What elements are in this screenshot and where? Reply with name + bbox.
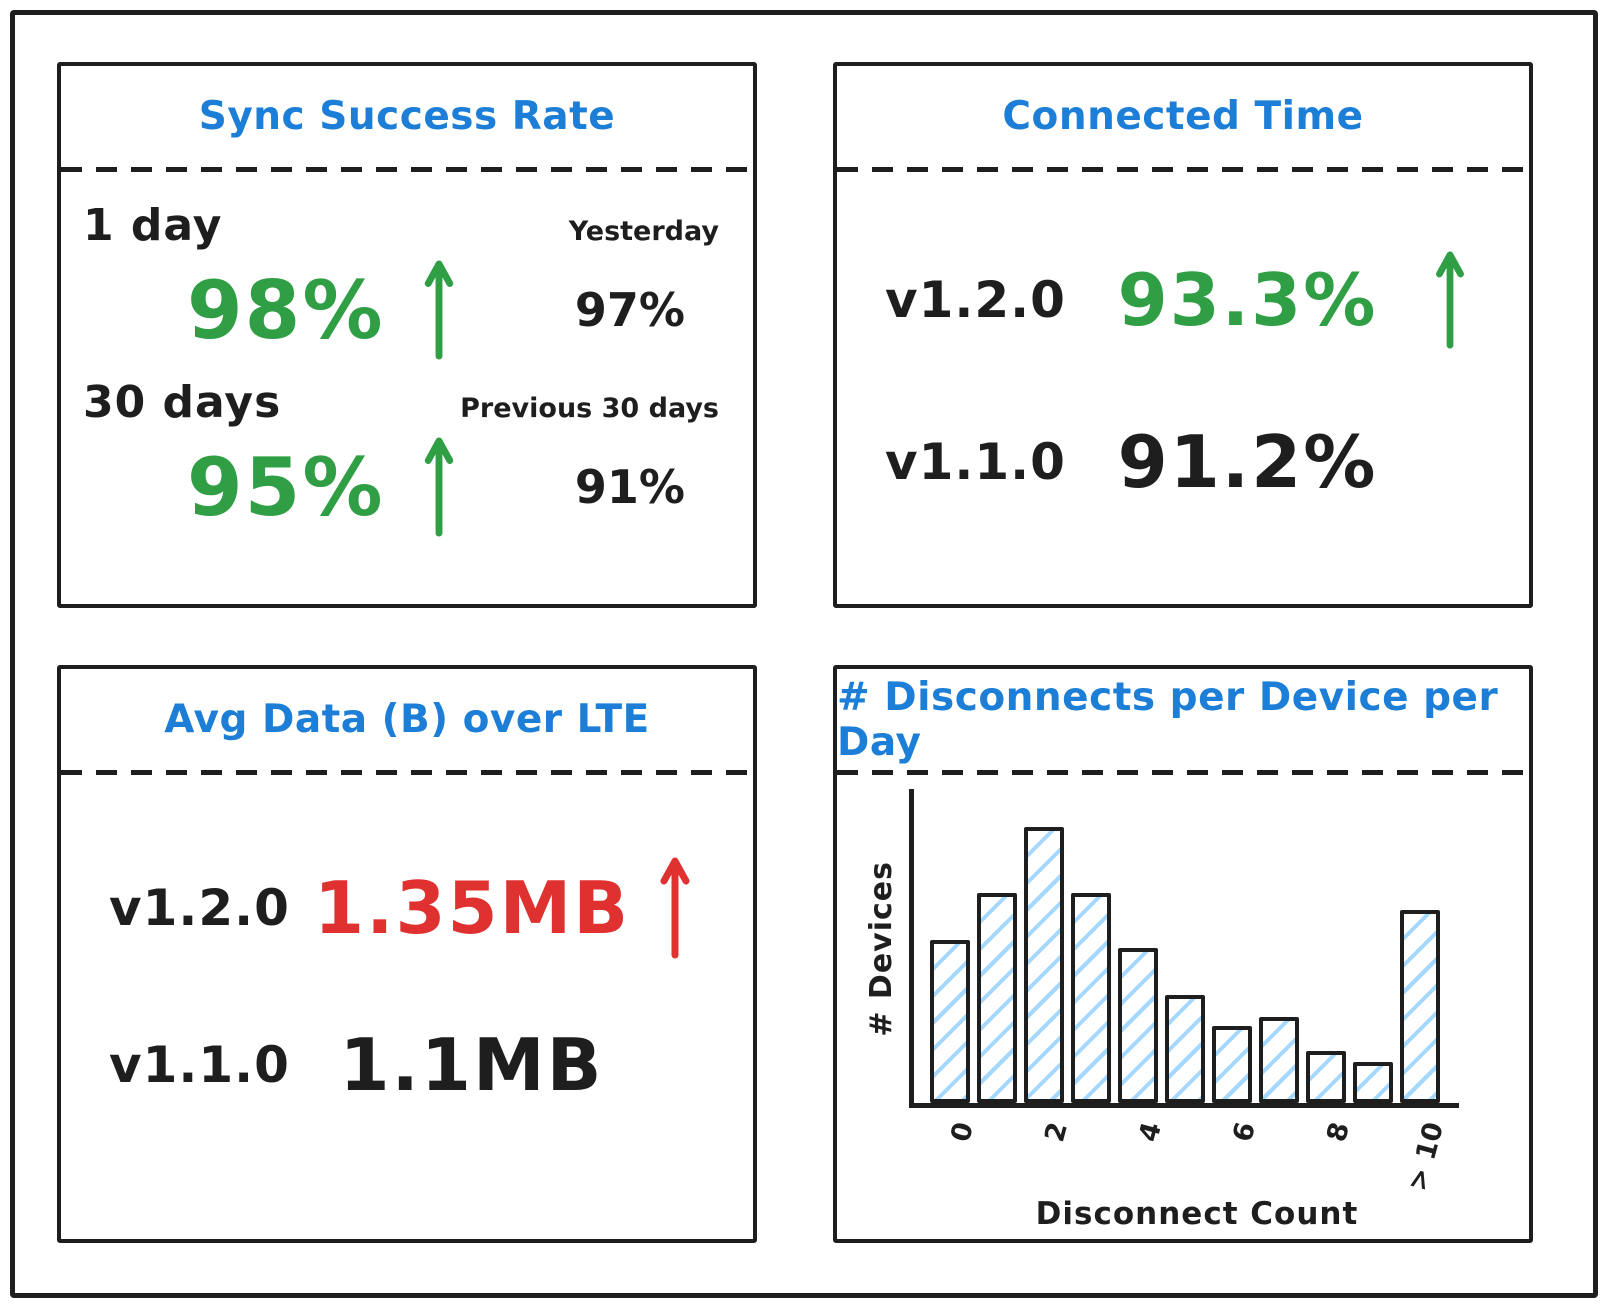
panel-title-disconnects: # Disconnects per Device per Day — [837, 674, 1499, 765]
version-label: v1.1.0 — [885, 433, 1066, 491]
divider — [61, 167, 753, 172]
version-label: v1.1.0 — [109, 1036, 290, 1094]
bar-1 — [977, 893, 1017, 1103]
bar-0 — [930, 940, 970, 1103]
divider — [61, 770, 753, 775]
bar-slot — [1071, 893, 1111, 1103]
x-tick-label: 2 — [1039, 1119, 1074, 1146]
compare-value: 91% — [574, 460, 685, 514]
version-row-v1-1-0: v1.1.0 1.1MB — [109, 1009, 719, 1121]
metric-value: 93.3% — [1117, 258, 1378, 342]
metric-1-day: 1 day Yesterday 98% 97% — [83, 200, 727, 369]
version-label: v1.2.0 — [109, 879, 290, 937]
panel-sync-success-rate: Sync Success Rate 1 day Yesterday 98% 97… — [57, 62, 757, 608]
bar->10 — [1400, 910, 1440, 1103]
panel-title-connected-time: Connected Time — [1002, 94, 1364, 139]
version-row-v1-2-0: v1.2.0 1.35MB — [109, 847, 719, 959]
divider — [837, 770, 1529, 775]
bar-slot — [1259, 1017, 1299, 1103]
trend-up-icon — [425, 437, 454, 537]
panel-avg-data-lte: Avg Data (B) over LTE v1.2.0 1.35MB v1.1… — [57, 665, 757, 1243]
bar-7 — [1259, 1017, 1299, 1103]
x-axis-label: Disconnect Count — [1035, 1196, 1359, 1232]
bar-slot: 8 — [1306, 1051, 1356, 1145]
bar-5 — [1165, 995, 1205, 1103]
period-label: 30 days — [83, 377, 282, 428]
version-label: v1.2.0 — [885, 271, 1066, 329]
bar-slot — [977, 893, 1017, 1103]
dashboard-frame: Sync Success Rate 1 day Yesterday 98% 97… — [10, 10, 1598, 1298]
bar-2 — [1024, 827, 1064, 1103]
bar-9 — [1353, 1062, 1393, 1103]
version-row-v1-1-0: v1.1.0 91.2% — [885, 406, 1495, 518]
bar-chart: # Devices 0 2 4 6 8 > 10 Disconnect Count — [853, 789, 1485, 1232]
connected-panel-body: v1.2.0 93.3% v1.1.0 91.2% — [837, 172, 1529, 518]
x-tick-label: 4 — [1133, 1119, 1168, 1146]
bar-slot — [1353, 1062, 1393, 1103]
metric-value: 1.1MB — [339, 1023, 604, 1107]
period-label: 1 day — [83, 200, 223, 251]
bar-slot: 4 — [1118, 948, 1168, 1145]
trend-up-icon — [1436, 251, 1464, 349]
bar-slot — [1165, 995, 1205, 1103]
panel-disconnects-histogram: # Disconnects per Device per Day # Devic… — [833, 665, 1533, 1243]
bar-slot: > 10 — [1400, 910, 1450, 1194]
bar-6 — [1212, 1026, 1252, 1103]
bar-slot: 0 — [930, 940, 980, 1145]
plot-area: 0 2 4 6 8 > 10 — [909, 789, 1459, 1194]
panel-title-avg-data-lte: Avg Data (B) over LTE — [164, 697, 650, 742]
y-axis-label: # Devices — [863, 860, 899, 1037]
bar-slot: 2 — [1024, 827, 1074, 1145]
divider — [837, 167, 1529, 172]
panel-title-sync-success-rate: Sync Success Rate — [198, 94, 616, 139]
metric-value: 98% — [187, 263, 385, 357]
compare-label: Previous 30 days — [460, 393, 719, 424]
version-row-v1-2-0: v1.2.0 93.3% — [885, 244, 1495, 356]
x-tick-label: 0 — [945, 1119, 980, 1146]
bar-8 — [1306, 1051, 1346, 1103]
bar-slot: 6 — [1212, 1026, 1262, 1145]
bar-3 — [1071, 893, 1111, 1103]
x-tick-label: > 10 — [1401, 1119, 1450, 1195]
panel-connected-time: Connected Time v1.2.0 93.3% v1.1.0 91.2% — [833, 62, 1533, 608]
metric-value: 91.2% — [1117, 420, 1378, 504]
dashboard-grid: Sync Success Rate 1 day Yesterday 98% 97… — [15, 15, 1593, 1293]
trend-up-icon — [660, 857, 690, 959]
metric-value: 1.35MB — [314, 866, 631, 950]
compare-label: Yesterday — [568, 216, 719, 247]
x-tick-label: 8 — [1321, 1119, 1356, 1146]
x-tick-label: 6 — [1227, 1119, 1262, 1146]
avg-data-panel-body: v1.2.0 1.35MB v1.1.0 1.1MB — [61, 775, 753, 1121]
bar-4 — [1118, 948, 1158, 1103]
sync-panel-body: 1 day Yesterday 98% 97% 30 days Previous… — [61, 172, 753, 546]
metric-value: 95% — [187, 440, 385, 534]
compare-value: 97% — [574, 283, 685, 337]
metric-30-days: 30 days Previous 30 days 95% 91% — [83, 377, 727, 546]
trend-up-icon — [425, 260, 454, 360]
